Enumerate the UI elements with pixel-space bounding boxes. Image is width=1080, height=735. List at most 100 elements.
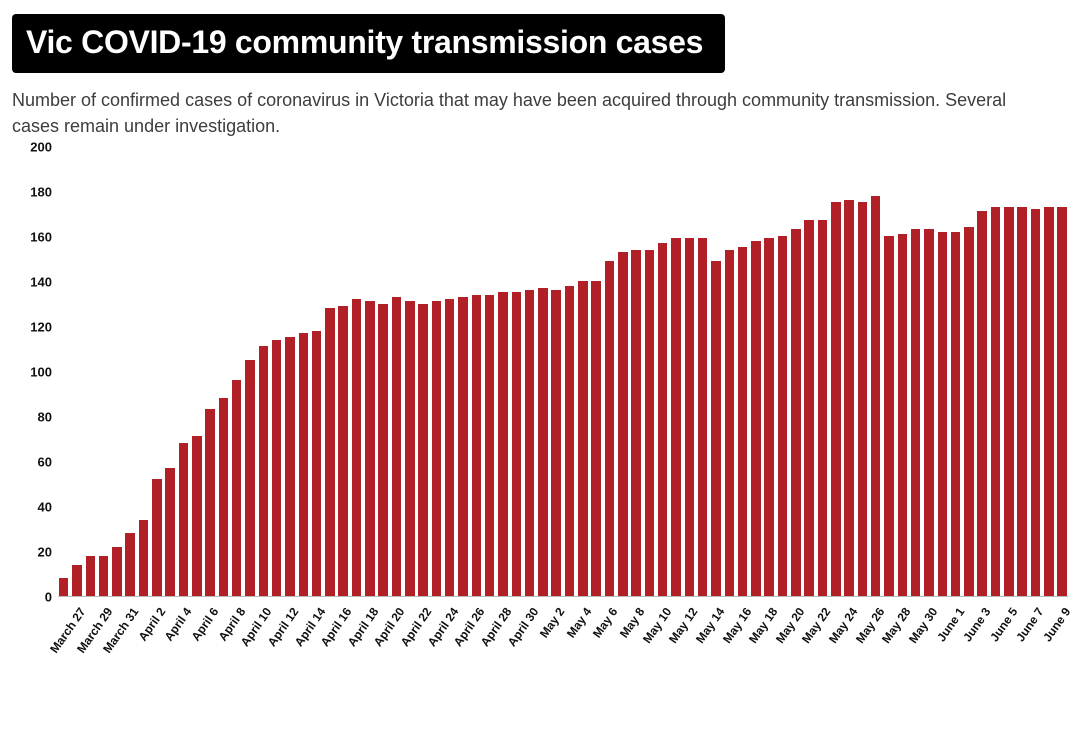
bar-slot — [471, 147, 482, 596]
bar — [205, 409, 215, 596]
y-tick-label: 80 — [12, 410, 52, 425]
bar — [378, 304, 388, 597]
x-slot: April 6 — [204, 599, 215, 697]
bar-slot — [364, 147, 375, 596]
bar-slot — [897, 147, 908, 596]
x-slot: April 26 — [471, 599, 482, 697]
bar — [844, 200, 854, 596]
bar — [485, 295, 495, 597]
x-slot — [165, 599, 176, 697]
bar-slot — [378, 147, 389, 596]
bar-slot — [404, 147, 415, 596]
x-slot — [191, 599, 202, 697]
x-slot — [378, 599, 389, 697]
bar-slot — [457, 147, 468, 596]
bar-slot — [258, 147, 269, 596]
bar — [578, 281, 588, 596]
bar-slot — [231, 147, 242, 596]
x-slot — [670, 599, 681, 697]
x-slot: March 31 — [125, 599, 136, 697]
bar — [219, 398, 229, 596]
bar-slot — [218, 147, 229, 596]
bar — [498, 292, 508, 596]
bar — [312, 331, 322, 597]
bar-slot — [1030, 147, 1041, 596]
bar-chart: 020406080100120140160180200 March 27Marc… — [12, 147, 1068, 697]
chart-title: Vic COVID-19 community transmission case… — [12, 14, 725, 73]
bar — [565, 286, 575, 597]
x-axis: March 27March 29March 31April 2April 4Ap… — [58, 599, 1068, 697]
x-slot: June 9 — [1056, 599, 1067, 697]
x-slot: May 16 — [737, 599, 748, 697]
bar-slot — [138, 147, 149, 596]
bar-slot — [417, 147, 428, 596]
bar — [1017, 207, 1027, 596]
bar-slot — [484, 147, 495, 596]
bar — [671, 238, 681, 596]
x-slot: May 20 — [790, 599, 801, 697]
bar-slot — [670, 147, 681, 596]
bar — [392, 297, 402, 596]
bar-slot — [764, 147, 775, 596]
bar — [365, 301, 375, 596]
bar-slot — [883, 147, 894, 596]
x-slot — [750, 599, 761, 697]
x-slot — [910, 599, 921, 697]
bar — [711, 261, 721, 596]
bar-slot — [1003, 147, 1014, 596]
bar-slot — [990, 147, 1001, 596]
bar-slot — [524, 147, 535, 596]
bar — [405, 301, 415, 596]
bar-slot — [537, 147, 548, 596]
bar — [645, 250, 655, 597]
x-slot — [591, 599, 602, 697]
bar-slot — [684, 147, 695, 596]
bar — [1044, 207, 1054, 596]
bar — [818, 220, 828, 596]
bar — [977, 211, 987, 596]
bar-slot — [697, 147, 708, 596]
y-axis: 020406080100120140160180200 — [12, 147, 58, 597]
bar-slot — [1056, 147, 1067, 596]
bar — [804, 220, 814, 596]
bar-slot — [444, 147, 455, 596]
bar — [551, 290, 561, 596]
bar — [738, 247, 748, 596]
x-slot — [883, 599, 894, 697]
bar-slot — [644, 147, 655, 596]
bar-slot — [204, 147, 215, 596]
bar — [698, 238, 708, 596]
x-slot — [617, 599, 628, 697]
y-tick-label: 0 — [12, 590, 52, 605]
bar-slot — [178, 147, 189, 596]
bar-slot — [564, 147, 575, 596]
y-tick-label: 160 — [12, 230, 52, 245]
bar — [725, 250, 735, 597]
x-slot — [537, 599, 548, 697]
x-slot — [804, 599, 815, 697]
bar-slot — [391, 147, 402, 596]
y-tick-label: 120 — [12, 320, 52, 335]
bar-slot — [604, 147, 615, 596]
x-slot: May 2 — [551, 599, 562, 697]
y-tick-label: 100 — [12, 365, 52, 380]
bar — [991, 207, 1001, 596]
x-slot — [324, 599, 335, 697]
bar-slot — [165, 147, 176, 596]
bar — [618, 252, 628, 596]
x-slot: April 20 — [391, 599, 402, 697]
bar — [299, 333, 309, 596]
bar — [911, 229, 921, 596]
bar-slot — [830, 147, 841, 596]
bar-slot — [71, 147, 82, 596]
bar — [964, 227, 974, 596]
x-slot: May 18 — [764, 599, 775, 697]
bar — [764, 238, 774, 596]
bar — [1057, 207, 1067, 596]
bar-slot — [1043, 147, 1054, 596]
bar — [512, 292, 522, 596]
x-slot — [857, 599, 868, 697]
bar-slot — [351, 147, 362, 596]
x-slot: June 1 — [950, 599, 961, 697]
bar — [951, 232, 961, 597]
